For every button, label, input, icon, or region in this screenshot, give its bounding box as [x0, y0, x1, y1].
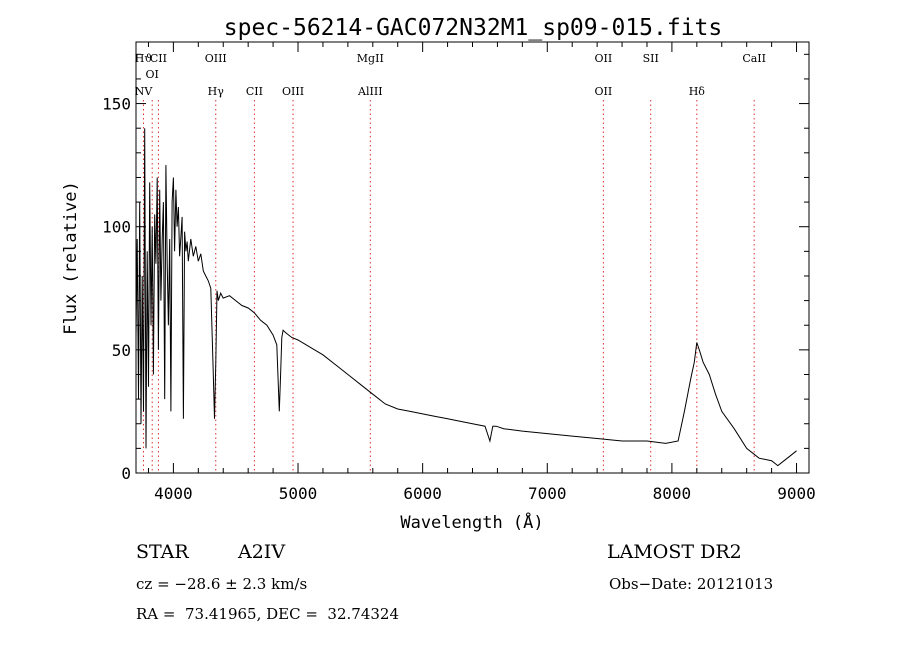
line-label-bottom-3: Hγ — [208, 85, 225, 98]
y-axis-label: Flux (relative) — [61, 181, 81, 335]
object-class: STAR — [136, 541, 189, 563]
line-label-top-3: OIII — [205, 52, 227, 65]
axis-ticks: 4000 5000 6000 7000 8000 9000 0 50 100 150 — [102, 42, 816, 503]
survey-name: LAMOST DR2 — [607, 541, 742, 563]
spectrum-line — [135, 128, 797, 467]
redshift-cz: cz = −28.6 ± 2.3 km/s — [136, 575, 308, 593]
x-axis-label: Wavelength (Å) — [400, 511, 543, 533]
line-label-bottom-4: CII — [246, 85, 263, 98]
line-label-top-6: MgII — [357, 52, 384, 65]
x-tick-label-0: 4000 — [154, 484, 193, 503]
line-label-bottom-1: OI — [146, 68, 159, 81]
y-tick-label-1: 50 — [112, 341, 131, 360]
y-tick-label-2: 100 — [102, 218, 131, 237]
line-label-bottom-7: OII — [595, 85, 613, 98]
x-tick-label-2: 6000 — [403, 484, 442, 503]
line-label-top-0: Hϑ — [135, 52, 153, 65]
observation-date: Obs−Date: 20121013 — [609, 575, 774, 593]
line-label-top-8: SII — [643, 52, 659, 65]
line-label-top-7: OII — [595, 52, 613, 65]
object-subclass: A2IV — [238, 541, 286, 563]
plot-frame — [135, 41, 810, 474]
line-label-bottom-9: Hδ — [689, 85, 706, 98]
chart-title: spec-56214-GAC072N32M1_sp09-015.fits — [224, 15, 723, 41]
line-label-bottom-6: AlIII — [357, 85, 383, 98]
x-tick-label-3: 7000 — [528, 484, 567, 503]
x-tick-label-4: 8000 — [653, 484, 692, 503]
line-label-bottom-5: OIII — [282, 85, 304, 98]
line-label-top-10: CaII — [742, 52, 766, 65]
y-tick-label-3: 150 — [102, 95, 131, 114]
line-label-top-2: CII — [150, 52, 167, 65]
spectral-line-markers: Hϑ NV OI CII OIII Hγ CII OIII MgII AlIII OII OII SII… — [135, 52, 766, 473]
line-label-bottom-0: NV — [135, 85, 154, 98]
x-tick-label-5: 9000 — [777, 484, 816, 503]
y-tick-label-0: 0 — [121, 464, 131, 483]
x-tick-label-1: 5000 — [279, 484, 318, 503]
coordinates-radec: RA = 73.41965, DEC = 32.74324 — [136, 605, 400, 623]
